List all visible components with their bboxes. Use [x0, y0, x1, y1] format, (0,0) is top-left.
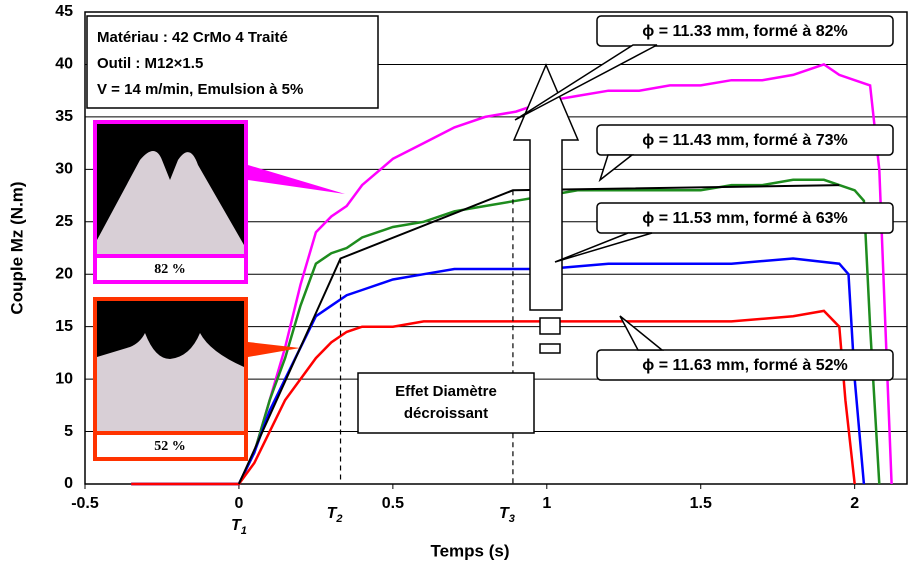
marker-subscript: 3 [509, 513, 515, 525]
y-tick-label: 10 [55, 370, 73, 387]
marker-label: T1 [231, 517, 247, 537]
x-tick-label: 1 [542, 495, 551, 512]
info-line: Outil : M12×1.5 [97, 55, 203, 72]
callout-pointer [555, 233, 652, 262]
y-tick-label: 40 [55, 56, 73, 73]
y-tick-label: 15 [55, 318, 73, 335]
x-tick-label: 0.5 [382, 495, 404, 512]
y-tick-label: 45 [55, 3, 73, 20]
x-tick-label: 1.5 [690, 495, 712, 512]
y-tick-label: 20 [55, 265, 73, 282]
callout-pointer [600, 155, 632, 180]
inset-label: 82 % [154, 262, 186, 277]
x-tick-label: 2 [850, 495, 859, 512]
legend-entry: ϕ = 11.63 mm, formé à 52% [642, 357, 847, 374]
y-tick-label: 35 [55, 108, 73, 125]
marker-subscript: 2 [335, 513, 342, 525]
inset-label: 52 % [154, 439, 186, 454]
effect-label: Effet Diamètre [395, 383, 497, 400]
arrow-tail [540, 318, 560, 334]
legend-entry: ϕ = 11.33 mm, formé à 82% [642, 23, 847, 40]
annotation-layer: T1 T2 T3 Effet Diamètre décroissant Matériau … [87, 16, 893, 537]
inset-pointer [248, 342, 300, 357]
x-tick-label: 0 [234, 495, 243, 512]
marker-label: T2 [327, 505, 343, 525]
chart: 0 5 10 15 20 25 30 35 40 45 -0.5 0 0.5 1 1.5 2 T1 T2 T3 Ef… [0, 0, 911, 569]
callout-cover [629, 230, 651, 232]
y-tick-label: 0 [64, 475, 73, 492]
y-axis-label: Couple Mz (N.m) [7, 181, 26, 314]
arrow-tail [540, 344, 560, 353]
effect-label: décroissant [404, 405, 488, 422]
legend-entry: ϕ = 11.53 mm, formé à 63% [642, 210, 847, 227]
x-tick-label: -0.5 [71, 495, 99, 512]
y-tick-label: 25 [55, 213, 73, 230]
legend-entry: ϕ = 11.43 mm, formé à 73% [642, 132, 847, 149]
marker-label: T3 [499, 505, 515, 525]
callout-cover [609, 152, 631, 154]
info-line: Matériau : 42 CrMo 4 Traité [97, 29, 288, 46]
callout-pointer [515, 45, 657, 120]
callout-cover [639, 351, 661, 353]
y-tick-label: 5 [64, 423, 73, 440]
x-axis-label: Temps (s) [430, 541, 509, 560]
marker-subscript: 1 [241, 525, 247, 537]
y-tick-label: 30 [55, 161, 73, 178]
callout-cover [634, 42, 656, 44]
info-line: V = 14 m/min, Emulsion à 5% [97, 81, 303, 98]
